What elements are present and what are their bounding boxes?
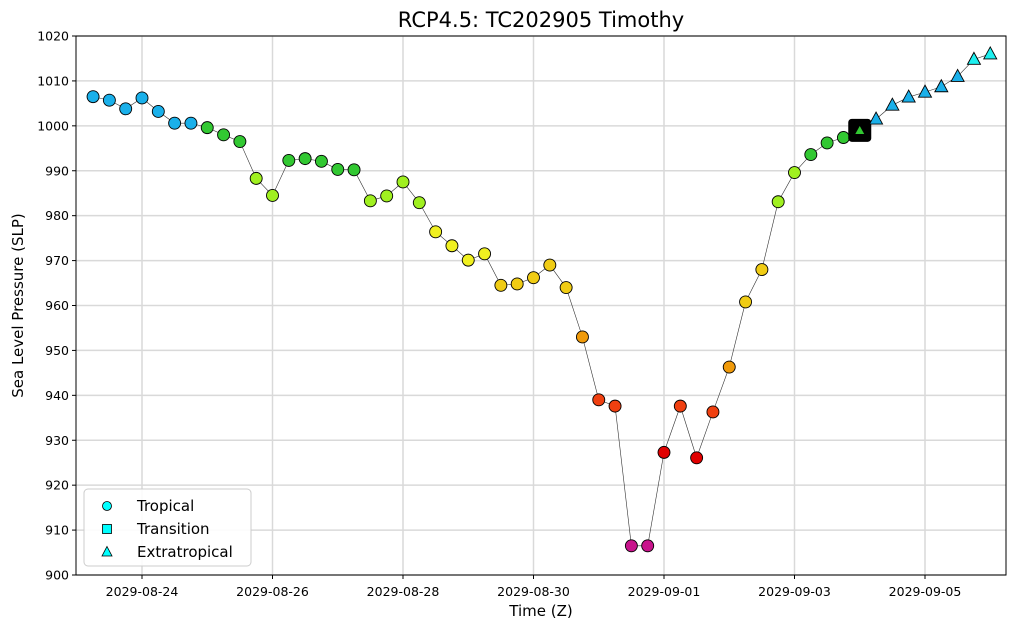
tropical-point xyxy=(445,239,459,253)
tropical-point xyxy=(380,189,394,203)
y-axis-ticks: 900 910 920 930 940 950 960 970 980 990 1000 1010 10… xyxy=(37,29,76,583)
tropical-point xyxy=(592,393,606,407)
y-tick-label: 980 xyxy=(45,208,69,223)
tropical-point xyxy=(788,166,801,179)
tropical-point xyxy=(706,405,720,419)
x-tick-label: 2029-09-01 xyxy=(628,584,701,599)
y-tick-label: 1020 xyxy=(37,29,69,44)
extratropical-point xyxy=(917,84,933,98)
tropical-point xyxy=(575,330,589,344)
legend: Tropical Transition Extratropical xyxy=(83,488,252,567)
y-tick-label: 950 xyxy=(45,343,69,358)
legend-label: Transition xyxy=(136,520,210,538)
tropical-point xyxy=(233,135,247,149)
y-tick-label: 1010 xyxy=(37,73,69,88)
tropical-point xyxy=(119,102,133,116)
tropical-point xyxy=(168,116,182,130)
tropical-point xyxy=(510,277,524,291)
tropical-point xyxy=(608,399,622,413)
tropical-point xyxy=(363,194,377,208)
extratropical-point xyxy=(885,97,900,111)
tropical-point xyxy=(478,247,492,261)
tropical-point xyxy=(102,93,116,107)
tropical-point xyxy=(527,271,540,285)
tropical-point xyxy=(559,281,573,294)
x-tick-label: 2029-08-28 xyxy=(367,584,440,599)
tropical-point xyxy=(331,162,345,176)
y-tick-label: 960 xyxy=(45,298,69,313)
tropical-point xyxy=(151,105,165,118)
tropical-point xyxy=(461,253,475,267)
tropical-point xyxy=(690,451,704,465)
tropical-point xyxy=(543,258,557,272)
x-tick-label: 2029-09-03 xyxy=(758,584,831,599)
tropical-point xyxy=(396,175,410,189)
tropical-point xyxy=(135,91,149,105)
x-axis-label: Time (Z) xyxy=(508,602,572,620)
tropical-point xyxy=(624,539,638,553)
y-tick-label: 970 xyxy=(45,253,69,268)
x-tick-label: 2029-09-05 xyxy=(889,584,962,599)
tropical-point xyxy=(86,90,100,104)
tropical-point xyxy=(249,171,263,185)
tropical-point xyxy=(282,153,296,167)
extratropical-point xyxy=(966,51,982,65)
tropical-point xyxy=(314,154,328,168)
legend-marker-tropical xyxy=(102,501,112,511)
extratropical-point xyxy=(868,111,884,125)
tropical-point xyxy=(266,189,279,202)
tropical-point xyxy=(739,295,753,309)
legend-box xyxy=(83,488,252,567)
tropical-point xyxy=(641,539,655,553)
tropical-point xyxy=(184,116,198,130)
y-tick-label: 900 xyxy=(45,568,69,583)
data-markers xyxy=(86,46,998,553)
tropical-point xyxy=(673,399,687,413)
x-axis-ticks: 2029-08-24 2029-08-26 2029-08-28 2029-08-30… xyxy=(106,575,962,599)
y-tick-label: 920 xyxy=(45,478,69,493)
tropical-point xyxy=(722,360,736,374)
y-tick-label: 910 xyxy=(45,523,69,538)
chart-title: RCP4.5: TC202905 Timothy xyxy=(398,8,684,32)
x-tick-label: 2029-08-26 xyxy=(236,584,309,599)
tropical-point xyxy=(494,278,508,292)
tropical-point xyxy=(298,152,312,166)
tropical-point xyxy=(771,195,785,209)
extratropical-point xyxy=(934,78,949,93)
tropical-point xyxy=(820,136,834,150)
legend-marker-transition xyxy=(102,524,112,534)
x-tick-label: 2029-08-30 xyxy=(497,584,570,599)
tropical-point xyxy=(804,148,818,162)
tropical-point xyxy=(429,225,443,239)
y-tick-label: 1000 xyxy=(37,118,69,133)
transition-triangle xyxy=(854,124,866,135)
x-tick-label: 2029-08-24 xyxy=(106,584,179,599)
extratropical-point xyxy=(950,68,965,82)
y-axis-label: Sea Level Pressure (SLP) xyxy=(9,213,27,398)
y-tick-label: 930 xyxy=(45,433,69,448)
tropical-point xyxy=(217,128,231,142)
legend-label: Extratropical xyxy=(137,543,233,561)
tropical-point xyxy=(657,445,671,459)
tropical-point xyxy=(412,196,426,210)
y-tick-label: 940 xyxy=(45,388,69,403)
extratropical-point xyxy=(982,46,998,60)
tropical-point xyxy=(836,131,850,144)
extratropical-point xyxy=(901,89,916,103)
y-tick-label: 990 xyxy=(45,163,69,178)
tropical-point xyxy=(755,263,769,277)
tropical-point xyxy=(200,121,214,135)
tropical-point xyxy=(347,163,361,177)
legend-label: Tropical xyxy=(136,497,194,515)
legend-marker-extratropical xyxy=(101,545,113,557)
